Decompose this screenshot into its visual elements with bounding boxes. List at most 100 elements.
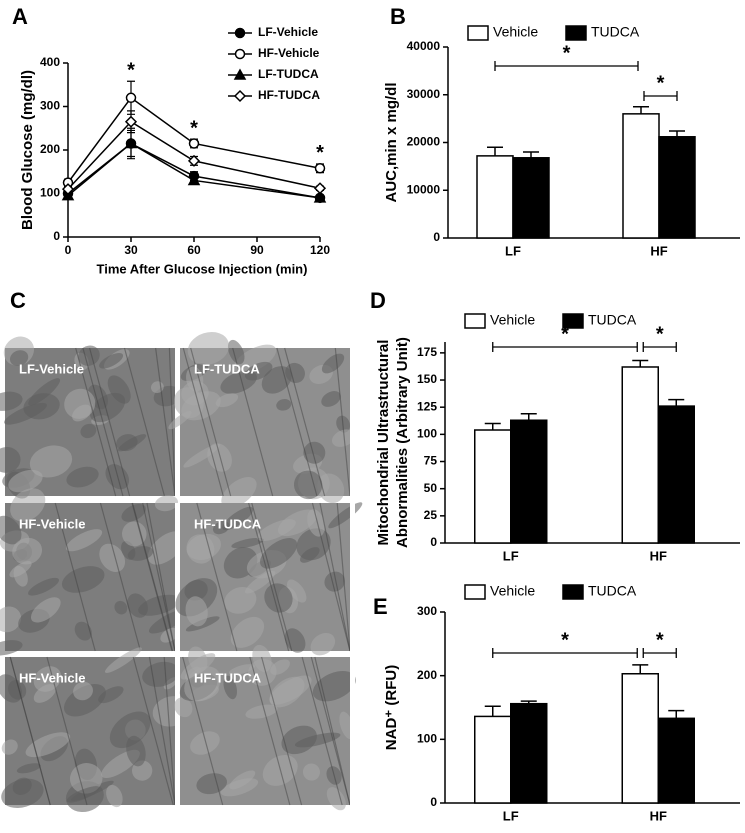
texture — [99, 353, 124, 369]
marker — [124, 115, 138, 128]
significance: * — [563, 42, 571, 64]
texture — [0, 606, 22, 633]
legend-marker — [234, 48, 246, 60]
bar — [474, 429, 512, 544]
error-bar — [632, 359, 649, 367]
micrograph-clip — [350, 348, 355, 496]
texture — [28, 577, 60, 596]
legend-marker — [233, 68, 247, 80]
texture — [324, 571, 345, 592]
texture — [227, 339, 245, 365]
texture — [30, 597, 61, 623]
legend-swatch — [467, 25, 489, 41]
y-axis-label: Blood Glucose (mg/dl) — [19, 70, 36, 230]
texture — [75, 347, 117, 497]
texture — [155, 347, 176, 497]
legend-label: TUDCA — [588, 583, 637, 599]
micrograph — [168, 331, 355, 509]
significance: * — [656, 323, 664, 345]
marker — [124, 136, 138, 149]
texture — [1, 778, 44, 808]
y-tick-label: 100 — [417, 732, 437, 746]
texture — [310, 656, 351, 806]
legend-swatch — [464, 313, 486, 329]
texture — [73, 681, 93, 701]
line — [67, 96, 321, 184]
texture — [174, 697, 193, 718]
marker — [313, 182, 327, 195]
texture — [80, 423, 97, 439]
marker — [187, 154, 201, 167]
legend-label: LF-TUDCA — [258, 67, 319, 81]
bar — [657, 405, 695, 544]
marker — [313, 191, 327, 203]
y-axis-label: AUC,min x mg/dl — [383, 82, 400, 202]
texture — [131, 502, 173, 652]
marker — [187, 173, 201, 186]
texture — [326, 787, 346, 811]
legend-label: HF-TUDCA — [258, 88, 320, 102]
legend-label: Vehicle — [490, 312, 535, 328]
error-bar — [523, 151, 539, 158]
y-tick-label: 20000 — [407, 135, 441, 149]
texture — [331, 429, 355, 447]
texture — [287, 579, 307, 603]
y-tick-label: 125 — [417, 399, 437, 413]
texture — [215, 393, 239, 408]
texture — [99, 502, 142, 652]
y-tick-label: 25 — [424, 508, 438, 522]
legend-marker — [233, 89, 247, 103]
texture — [116, 434, 138, 452]
image-label: HF-Vehicle — [19, 516, 85, 531]
x-tick-label: 120 — [310, 243, 330, 257]
significance-bracket — [642, 648, 677, 658]
x-tick-label: HF — [650, 808, 667, 823]
bar — [510, 419, 548, 544]
texture — [148, 656, 176, 806]
texture — [29, 445, 73, 478]
texture — [0, 515, 22, 545]
texture — [302, 763, 320, 781]
texture — [132, 656, 174, 806]
image-label: HF-TUDCA — [194, 670, 262, 685]
error-bar — [668, 709, 685, 719]
texture — [321, 353, 345, 374]
texture — [8, 469, 43, 493]
texture — [190, 731, 220, 755]
texture — [251, 502, 293, 652]
texture — [163, 656, 176, 806]
legend-swatch — [565, 25, 587, 41]
x-tick-label: 90 — [250, 243, 264, 257]
y-tick-label: 175 — [417, 345, 437, 359]
bar — [621, 673, 659, 804]
texture — [284, 347, 326, 497]
texture — [13, 565, 28, 587]
texture — [248, 658, 277, 686]
x-tick-label: 30 — [124, 243, 138, 257]
error-bar — [632, 664, 649, 674]
texture — [109, 711, 151, 749]
bar — [657, 717, 695, 804]
marker — [314, 163, 326, 174]
bar — [474, 715, 512, 804]
image-label: HF-TUDCA — [194, 516, 262, 531]
texture — [89, 347, 131, 497]
texture — [187, 331, 230, 365]
texture — [186, 533, 221, 561]
texture — [336, 502, 351, 652]
texture — [61, 566, 105, 593]
legend-swatch — [464, 584, 486, 600]
texture — [0, 640, 23, 656]
texture — [261, 366, 292, 394]
error-bar — [487, 146, 503, 156]
bar — [658, 136, 696, 239]
y-tick-label: 10000 — [407, 182, 441, 196]
micrograph-clip — [175, 503, 180, 651]
texture — [126, 735, 146, 767]
significance: * — [657, 72, 665, 94]
y-tick-label: 200 — [417, 668, 437, 682]
panel-letter: D — [370, 288, 386, 313]
texture — [0, 447, 21, 473]
y-tick-label: 0 — [53, 229, 60, 243]
x-tick-label: HF — [650, 243, 667, 258]
